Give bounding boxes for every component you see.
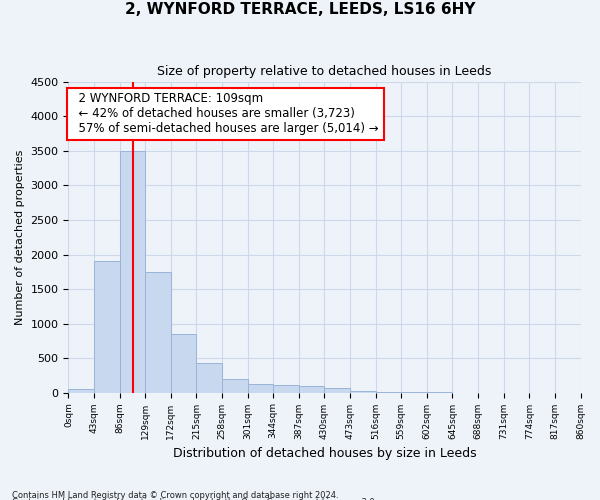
X-axis label: Distribution of detached houses by size in Leeds: Distribution of detached houses by size …: [173, 447, 476, 460]
Y-axis label: Number of detached properties: Number of detached properties: [15, 150, 25, 325]
Bar: [299, 386, 325, 392]
Text: Contains public sector information licensed under the Open Government Licence v3: Contains public sector information licen…: [12, 498, 377, 500]
Bar: [248, 384, 273, 392]
Bar: [145, 272, 171, 392]
Bar: [350, 391, 376, 392]
Bar: [325, 388, 350, 392]
Title: Size of property relative to detached houses in Leeds: Size of property relative to detached ho…: [157, 65, 491, 78]
Text: Contains HM Land Registry data © Crown copyright and database right 2024.: Contains HM Land Registry data © Crown c…: [12, 490, 338, 500]
Bar: [196, 363, 222, 392]
Text: 2 WYNFORD TERRACE: 109sqm
  ← 42% of detached houses are smaller (3,723)
  57% o: 2 WYNFORD TERRACE: 109sqm ← 42% of detac…: [71, 92, 379, 136]
Bar: [68, 389, 94, 392]
Bar: [119, 151, 145, 392]
Bar: [273, 385, 299, 392]
Bar: [222, 379, 248, 392]
Bar: [171, 334, 196, 392]
Bar: [94, 262, 119, 392]
Text: 2, WYNFORD TERRACE, LEEDS, LS16 6HY: 2, WYNFORD TERRACE, LEEDS, LS16 6HY: [125, 2, 475, 18]
